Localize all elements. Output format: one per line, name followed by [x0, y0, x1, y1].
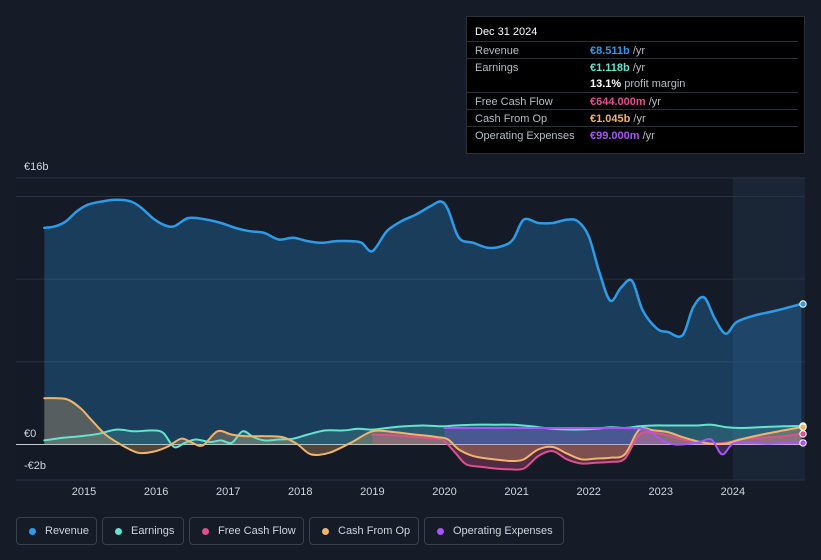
line-operating-expenses: [443, 426, 803, 456]
x-tick-label: 2020: [432, 486, 456, 498]
tooltip-value-margin: 13.1%: [590, 78, 622, 90]
legend-label-earnings: Earnings: [131, 525, 175, 537]
tooltip-label-cfo: Cash From Op: [475, 113, 548, 125]
legend-dot-free-cash-flow: [202, 527, 209, 535]
y-tick-label-bottom: -€2b: [24, 460, 46, 472]
tooltip-row-earnings: Earnings €1.118b /yr: [467, 58, 798, 75]
line-revenue: [43, 198, 803, 339]
legend-label-cash-from-op: Cash From Op: [338, 525, 411, 537]
tooltip-value-fcf: €644.000m: [590, 96, 646, 108]
tooltip-unit-fcf: /yr: [645, 96, 661, 108]
tooltip-row-revenue: Revenue €8.511b /yr: [467, 41, 798, 58]
line-earnings: [43, 423, 803, 449]
legend-dot-cash-from-op: [322, 527, 329, 535]
legend-dot-operating-expenses: [437, 527, 444, 535]
tooltip-unit-margin: profit margin: [621, 78, 686, 90]
x-axis-ticks: 2015 2016 2017 2018 2019 2020 2021 2022 2023 2024: [72, 486, 745, 498]
y-tick-label-top: €16b: [24, 161, 48, 173]
legend-label-revenue: Revenue: [45, 525, 90, 537]
legend-item-operating-expenses[interactable]: Operating Expenses: [424, 517, 564, 545]
area-revenue: [44, 199, 802, 445]
legend-item-cash-from-op[interactable]: Cash From Op: [309, 517, 419, 545]
tooltip-row-margin: 13.1% profit margin: [467, 75, 798, 92]
tooltip-unit-earnings: /yr: [629, 62, 646, 74]
x-tick-label: 2016: [144, 486, 168, 498]
tooltip-value-cfo: €1.045b: [590, 113, 631, 125]
x-tick-label: 2022: [576, 486, 600, 498]
tooltip-unit-opex: /yr: [639, 130, 655, 142]
x-tick-label: 2021: [504, 486, 528, 498]
series-end-markers: [799, 300, 807, 447]
end-marker-free-cash-flow: [799, 430, 807, 438]
end-marker-cash-from-op: [799, 423, 807, 431]
tooltip-label-earnings: Earnings: [475, 62, 519, 74]
x-tick-label: 2024: [721, 486, 745, 498]
tooltip-row-fcf: Free Cash Flow €644.000m /yr: [467, 92, 798, 109]
legend-label-operating-expenses: Operating Expenses: [453, 525, 553, 537]
x-tick-label: 2019: [360, 486, 384, 498]
tooltip-label-fcf: Free Cash Flow: [475, 96, 553, 108]
tooltip-unit-revenue: /yr: [629, 45, 646, 57]
tooltip-value-revenue: €8.511b: [590, 45, 630, 57]
series-lines: [43, 198, 803, 471]
legend-label-free-cash-flow: Free Cash Flow: [218, 525, 296, 537]
area-free-cash-flow: [372, 432, 802, 470]
tooltip-row-cfo: Cash From Op €1.045b /yr: [467, 109, 798, 126]
legend-item-earnings[interactable]: Earnings: [102, 517, 184, 545]
tooltip-label-revenue: Revenue: [475, 45, 520, 57]
legend-item-free-cash-flow[interactable]: Free Cash Flow: [189, 517, 304, 545]
tooltip-value-earnings: €1.118b: [590, 62, 630, 74]
end-marker-operating-expenses: [799, 439, 807, 447]
legend-dot-earnings: [115, 527, 122, 535]
line-cash-from-op: [43, 397, 803, 463]
legend-dot-revenue: [29, 527, 36, 535]
legend-item-revenue[interactable]: Revenue: [16, 517, 97, 545]
x-tick-label: 2015: [72, 486, 96, 498]
area-cash-from-op: [44, 398, 802, 462]
x-tick-label: 2023: [649, 486, 673, 498]
tooltip-value-opex: €99.000m: [590, 130, 640, 142]
tooltip-panel: Dec 31 2024 Revenue €8.511b /yr Earnings…: [466, 16, 805, 154]
y-tick-label-zero: €0: [24, 428, 36, 440]
x-tick-label: 2018: [288, 486, 312, 498]
area-operating-expenses: [444, 427, 802, 455]
gridlines: [16, 177, 805, 481]
tooltip-label-opex: Operating Expenses: [475, 130, 575, 142]
tooltip-unit-cfo: /yr: [630, 113, 646, 125]
x-tick-label: 2017: [216, 486, 240, 498]
end-marker-revenue: [799, 300, 807, 308]
tooltip-row-opex: Operating Expenses €99.000m /yr: [467, 126, 798, 143]
tooltip-date: Dec 31 2024: [475, 26, 538, 38]
